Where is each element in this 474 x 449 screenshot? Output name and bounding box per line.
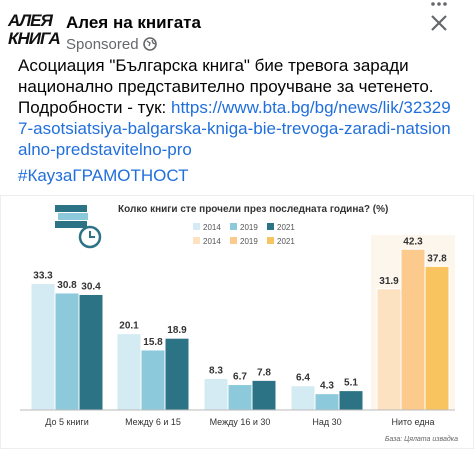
logo-bottom: КНИГА bbox=[8, 29, 61, 48]
data-label: 4.3 bbox=[320, 381, 334, 392]
data-label: 7.8 bbox=[257, 367, 271, 378]
data-label: 18.9 bbox=[167, 325, 187, 336]
source-note: База: Цялата извадка bbox=[385, 435, 458, 443]
legend-swatch bbox=[193, 223, 200, 230]
legend-swatch bbox=[193, 237, 200, 244]
category-label: До 5 книги bbox=[45, 417, 88, 427]
data-label: 31.9 bbox=[379, 276, 399, 287]
hashtag[interactable]: #КаузаГРАМОТНОСТ bbox=[18, 166, 189, 185]
legend-swatch bbox=[267, 237, 274, 244]
more-button[interactable] bbox=[431, 2, 447, 6]
chart-title: Колко книги сте прочели през последната … bbox=[118, 204, 388, 215]
data-label: 8.3 bbox=[209, 365, 223, 376]
category-label: Между 16 и 30 bbox=[210, 417, 271, 427]
bar bbox=[251, 379, 277, 411]
data-label: 20.1 bbox=[119, 321, 139, 332]
close-button[interactable] bbox=[431, 15, 447, 31]
legend-swatch bbox=[230, 237, 237, 244]
category-label: Над 30 bbox=[312, 417, 341, 427]
bar bbox=[116, 333, 142, 411]
sponsored: Sponsored bbox=[66, 36, 157, 53]
post-body: Асоциация "Българска книга" бие тревога … bbox=[18, 56, 434, 117]
category-label: Нито една bbox=[391, 417, 434, 427]
bar bbox=[78, 293, 104, 411]
post-text: Асоциация "Българска книга" бие тревога … bbox=[18, 55, 458, 160]
legend-label: 2019 bbox=[240, 223, 258, 232]
data-label: 33.3 bbox=[33, 270, 53, 281]
data-label: 15.8 bbox=[143, 337, 163, 348]
legend-swatch bbox=[267, 223, 274, 230]
bar bbox=[376, 288, 402, 411]
sponsored-text: Sponsored bbox=[66, 36, 139, 53]
chart-image[interactable]: Колко книги сте прочели през последната … bbox=[0, 195, 474, 449]
post-controls bbox=[431, 2, 447, 31]
legend-label: 2019 bbox=[240, 237, 258, 246]
data-label: 37.8 bbox=[427, 253, 447, 264]
bar bbox=[227, 384, 253, 411]
books-icon bbox=[55, 205, 102, 249]
legend-label: 2021 bbox=[277, 223, 295, 232]
legend-label: 2021 bbox=[277, 237, 295, 246]
bar bbox=[424, 265, 450, 411]
data-label: 6.4 bbox=[296, 373, 310, 384]
globe-icon bbox=[142, 37, 157, 51]
category-label: Между 6 и 15 bbox=[125, 417, 181, 427]
legend-label: 2014 bbox=[203, 237, 221, 246]
bar bbox=[30, 282, 56, 411]
bar bbox=[54, 292, 80, 411]
bar bbox=[164, 337, 190, 411]
post-link[interactable]: https://www.bta.bg/bg/news/lik/323297-as… bbox=[18, 98, 451, 159]
bar bbox=[314, 393, 340, 411]
bar bbox=[203, 377, 229, 411]
logo[interactable]: АЛЕЯ КНИГА bbox=[8, 11, 61, 48]
bar bbox=[400, 248, 426, 411]
page-name[interactable]: Алея на книгата bbox=[66, 13, 201, 32]
bar bbox=[338, 390, 364, 411]
data-label: 6.7 bbox=[233, 372, 247, 383]
logo-top: АЛЕЯ bbox=[8, 11, 53, 30]
data-label: 5.1 bbox=[344, 378, 358, 389]
data-label: 30.4 bbox=[81, 281, 101, 292]
bar bbox=[140, 349, 166, 411]
bar bbox=[290, 385, 316, 411]
data-label: 30.8 bbox=[57, 280, 77, 291]
data-label: 42.3 bbox=[403, 236, 423, 247]
legend-swatch bbox=[230, 223, 237, 230]
legend-label: 2014 bbox=[203, 223, 221, 232]
